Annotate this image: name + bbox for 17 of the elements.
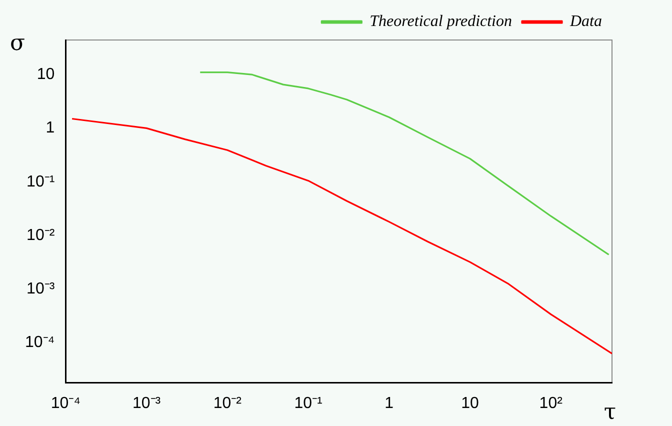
y-tick-label: 10: [36, 66, 55, 83]
x-axis-title: τ: [604, 400, 616, 425]
y-tick-label: 1: [46, 120, 55, 137]
x-tick-label: 10⁻¹: [294, 394, 322, 412]
x-tick-label: 1: [384, 394, 394, 412]
y-axis-title: σ: [10, 31, 26, 56]
x-tick-label: 10⁻²: [213, 394, 242, 412]
y-tick-label: 10⁻²: [26, 226, 56, 244]
y-tick-label: 10⁻⁴: [25, 334, 55, 352]
y-tick-label: 10⁻¹: [26, 173, 55, 190]
x-tick-label: 10²: [539, 394, 564, 412]
x-tick-label: 10⁻³: [132, 394, 162, 412]
legend-label: Data: [569, 13, 602, 30]
x-tick-label: 10⁻⁴: [50, 394, 81, 412]
legend-label: Theoretical prediction: [370, 13, 512, 30]
x-tick-label: 10: [461, 394, 480, 412]
y-tick-label: 10⁻³: [26, 280, 56, 298]
